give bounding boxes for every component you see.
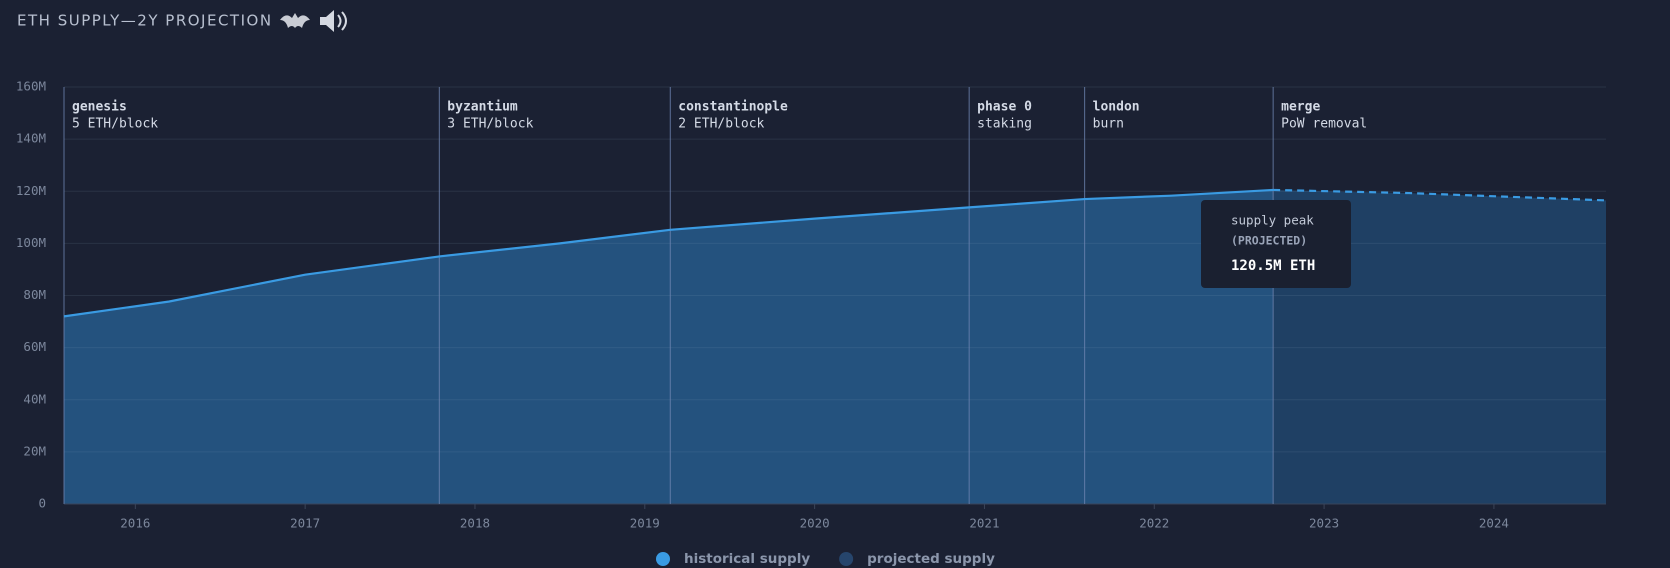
event-detail: 5 ETH/block (72, 117, 158, 132)
tooltip-title: supply peak (1231, 213, 1314, 228)
tooltip: supply peak (PROJECTED) 120.5M ETH (1201, 200, 1351, 288)
event-detail: PoW removal (1281, 117, 1367, 132)
legend-label: historical supply (684, 551, 810, 567)
x-tick-label: 2022 (1139, 516, 1169, 531)
tooltip-subtitle: (PROJECTED) (1231, 234, 1307, 248)
y-tick-label: 100M (16, 235, 46, 250)
x-tick-label: 2021 (969, 516, 999, 531)
y-tick-label: 80M (23, 287, 46, 302)
x-tick-label: 2024 (1479, 516, 1509, 531)
legend-swatch (656, 552, 670, 566)
event-name: phase 0 (977, 100, 1032, 115)
event-detail: 2 ETH/block (678, 117, 764, 132)
x-tick-label: 2019 (630, 516, 660, 531)
event-detail: 3 ETH/block (447, 117, 533, 132)
x-tick-label: 2017 (290, 516, 320, 531)
y-tick-label: 120M (16, 183, 46, 198)
series-line (63, 188, 1274, 318)
y-tick-label: 160M (16, 79, 46, 94)
tooltip-box (1201, 200, 1351, 288)
x-tick-label: 2016 (120, 516, 150, 531)
legend-label: projected supply (867, 551, 995, 567)
area-fill (64, 189, 1274, 504)
y-tick-label: 0 (38, 496, 46, 511)
x-tick-label: 2018 (460, 516, 490, 531)
event-name: merge (1281, 100, 1320, 115)
y-tick-label: 60M (23, 339, 46, 354)
y-tick-label: 140M (16, 131, 46, 146)
event-name: byzantium (447, 100, 518, 115)
tooltip-value: 120.5M ETH (1231, 258, 1315, 274)
event-name: london (1093, 100, 1140, 115)
y-tick-label: 20M (23, 443, 46, 458)
event-name: constantinople (678, 100, 788, 115)
legend-swatch (839, 552, 854, 566)
x-tick-label: 2020 (800, 516, 830, 531)
bat-icon (280, 13, 310, 28)
title-icon (320, 10, 347, 32)
event-name: genesis (72, 100, 127, 115)
event-detail: burn (1093, 117, 1124, 132)
chart-title: ETH SUPPLY—2Y PROJECTION (17, 12, 273, 30)
area-fill (1273, 189, 1606, 504)
series-line (1273, 188, 1607, 202)
event-detail: staking (977, 117, 1032, 132)
x-tick-label: 2023 (1309, 516, 1339, 531)
y-tick-label: 40M (23, 391, 46, 406)
